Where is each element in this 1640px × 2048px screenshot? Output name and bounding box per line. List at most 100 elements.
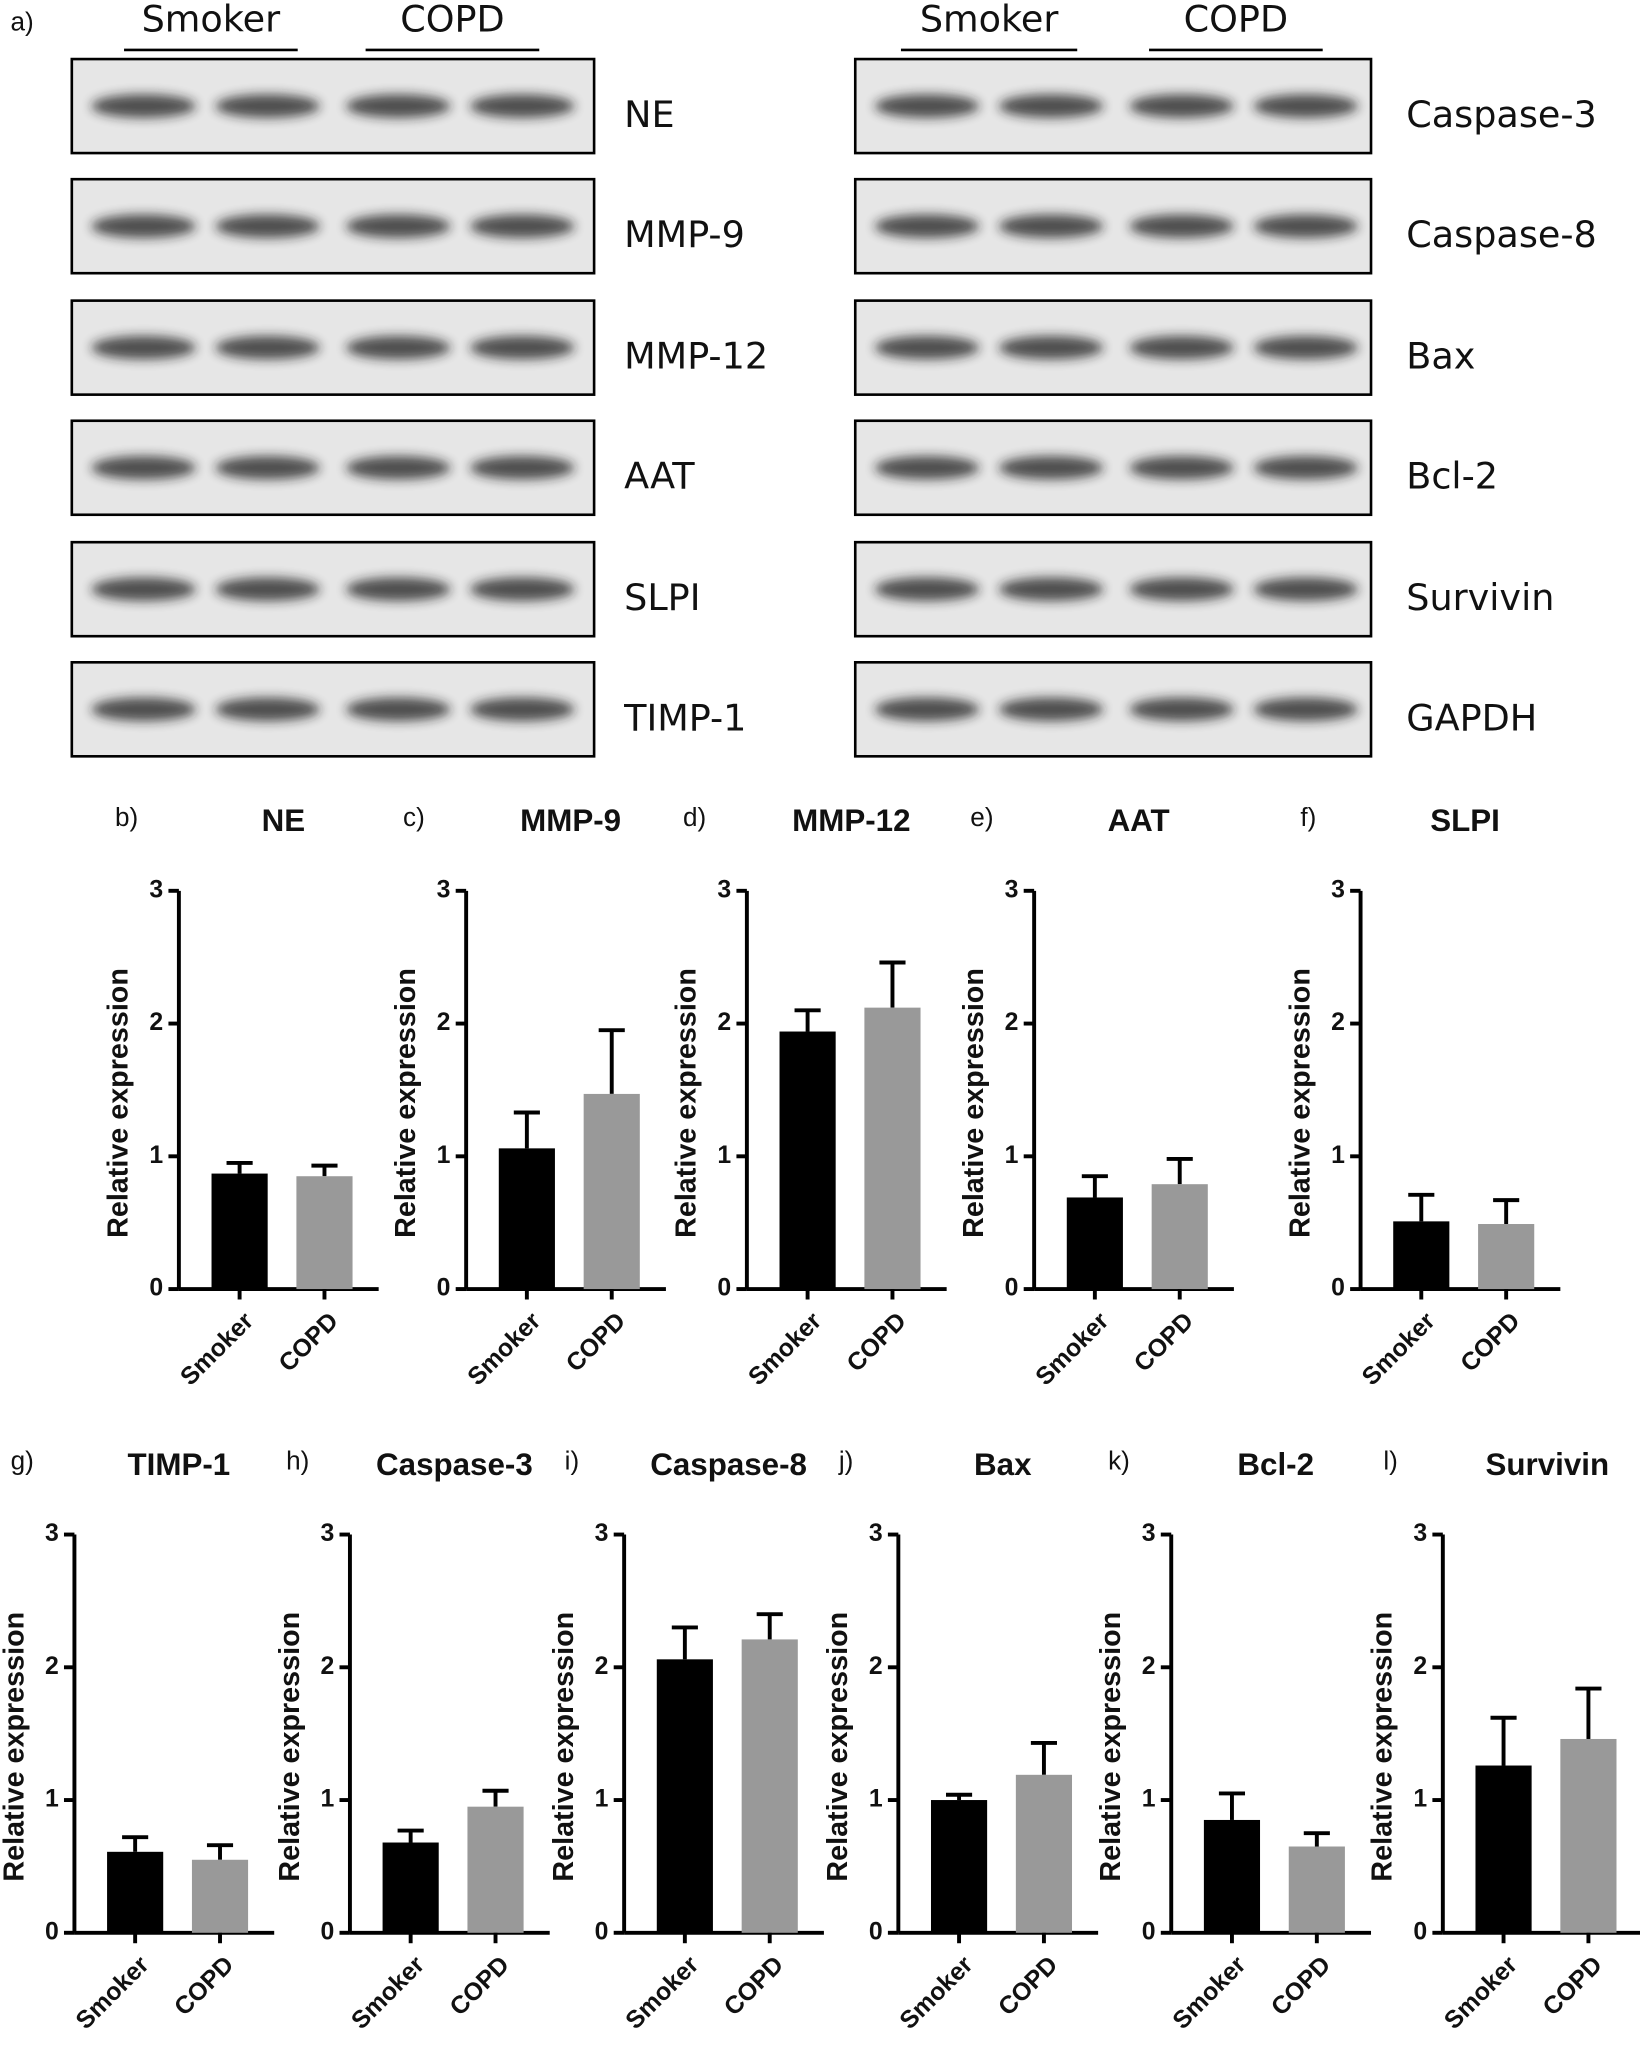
x-tick-label: COPD	[1266, 1951, 1336, 2021]
x-tick-label: COPD	[993, 1951, 1063, 2021]
bar	[1288, 1846, 1345, 1933]
protein-label: SLPI	[624, 576, 700, 619]
y-tick-label: 1	[869, 1786, 883, 1813]
y-tick-label: 3	[1331, 876, 1345, 903]
bar	[1475, 1765, 1532, 1933]
y-tick-label: 3	[1413, 1520, 1427, 1547]
blot-band	[1129, 577, 1234, 601]
panel-label: c)	[403, 802, 425, 832]
blot-band	[470, 335, 575, 360]
y-axis-label: Relative expression	[1284, 968, 1316, 1238]
panel-label: g)	[11, 1446, 34, 1476]
blot-band	[91, 456, 196, 480]
bar	[296, 1176, 353, 1290]
panel-label: d)	[683, 802, 706, 832]
y-tick-label: 3	[869, 1520, 883, 1547]
bar	[467, 1806, 524, 1933]
y-tick-label: 0	[595, 1918, 609, 1945]
y-axis-label: Relative expression	[822, 1612, 854, 1882]
bar	[779, 1031, 836, 1290]
bar	[656, 1659, 713, 1933]
blot-band	[91, 94, 196, 118]
x-tick-label: Smoker	[1357, 1307, 1441, 1391]
y-tick-label: 0	[45, 1918, 59, 1945]
blot-band	[91, 214, 196, 238]
x-tick-label: Smoker	[463, 1307, 547, 1391]
chart-title: AAT	[1108, 803, 1170, 838]
y-tick-label: 0	[149, 1275, 163, 1302]
protein-label: Bcl-2	[1406, 455, 1498, 498]
y-axis-label: Relative expression	[671, 968, 703, 1238]
y-tick-label: 1	[1142, 1786, 1156, 1813]
blot-band	[470, 577, 575, 601]
x-tick-label: COPD	[445, 1951, 515, 2021]
blot-band	[470, 697, 575, 722]
x-tick-label: COPD	[274, 1308, 344, 1378]
y-tick-label: 2	[437, 1009, 451, 1036]
blot-band	[1129, 94, 1234, 118]
y-tick-label: 3	[595, 1520, 609, 1547]
panel-label: i)	[565, 1446, 580, 1476]
y-tick-label: 3	[320, 1520, 334, 1547]
x-tick-label: COPD	[1538, 1951, 1608, 2021]
y-tick-label: 3	[1005, 876, 1019, 903]
blot-band	[346, 456, 451, 480]
bar	[864, 1007, 921, 1290]
x-tick-label: COPD	[1129, 1308, 1199, 1378]
x-tick-label: Smoker	[895, 1951, 979, 2035]
x-tick-label: COPD	[170, 1951, 240, 2021]
panel-label: b)	[115, 802, 138, 832]
blot-band	[346, 577, 451, 601]
bar	[1393, 1221, 1450, 1290]
bar	[191, 1859, 249, 1933]
blot-band	[998, 456, 1104, 480]
y-tick-label: 1	[45, 1786, 59, 1813]
bar	[1151, 1184, 1208, 1290]
blot-band	[91, 335, 196, 360]
bar	[498, 1148, 555, 1290]
blot-band	[346, 94, 451, 118]
blot-band	[1129, 456, 1234, 480]
blot-band	[1129, 335, 1234, 360]
panel-label: l)	[1383, 1446, 1398, 1476]
blot-band	[215, 577, 320, 601]
y-axis-label: Relative expression	[390, 968, 422, 1238]
blot-band	[470, 456, 575, 480]
blot-band	[1253, 577, 1358, 601]
bar	[1066, 1197, 1123, 1290]
y-tick-label: 1	[1331, 1142, 1345, 1169]
protein-label: MMP-9	[624, 213, 745, 256]
blot-band	[215, 456, 320, 480]
bar	[1478, 1224, 1535, 1290]
x-tick-label: Smoker	[621, 1951, 705, 2035]
protein-label: Survivin	[1406, 576, 1554, 619]
blot-band	[1253, 335, 1358, 360]
blot-band	[874, 577, 980, 601]
y-tick-label: 0	[1331, 1275, 1345, 1302]
chart-title: SLPI	[1430, 803, 1500, 838]
blot-band	[346, 214, 451, 238]
y-tick-label: 2	[320, 1653, 334, 1680]
y-tick-label: 2	[1413, 1653, 1427, 1680]
bar	[382, 1842, 439, 1933]
y-tick-label: 1	[1413, 1786, 1427, 1813]
blot-band	[1253, 214, 1358, 238]
y-tick-label: 2	[595, 1653, 609, 1680]
blot-band	[874, 335, 980, 360]
x-tick-label: Smoker	[176, 1307, 260, 1391]
blot-band	[1129, 697, 1234, 722]
blot-band	[346, 697, 451, 722]
blot-band	[91, 697, 196, 722]
y-tick-label: 0	[1142, 1918, 1156, 1945]
y-tick-label: 1	[595, 1786, 609, 1813]
blot-band	[998, 214, 1104, 238]
chart-title: Survivin	[1485, 1447, 1609, 1482]
y-axis-label: Relative expression	[958, 968, 990, 1238]
chart-title: TIMP-1	[128, 1447, 231, 1482]
y-axis-label: Relative expression	[103, 968, 135, 1238]
y-tick-label: 0	[320, 1918, 334, 1945]
x-tick-label: COPD	[842, 1308, 912, 1378]
bar	[107, 1851, 164, 1933]
chart-title: Caspase-3	[376, 1447, 533, 1482]
